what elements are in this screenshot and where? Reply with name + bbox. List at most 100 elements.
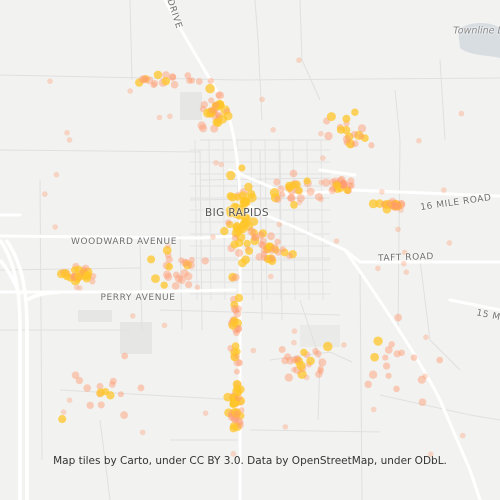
heat-dot bbox=[340, 180, 348, 188]
heat-dot bbox=[73, 284, 80, 291]
heat-dot bbox=[130, 313, 136, 319]
heat-dot bbox=[345, 139, 355, 149]
heat-dot bbox=[229, 276, 235, 282]
heat-dot bbox=[386, 199, 395, 208]
heat-dot bbox=[96, 388, 105, 397]
heat-dot bbox=[66, 137, 73, 143]
heat-dot bbox=[217, 114, 227, 124]
downtown-grid bbox=[190, 139, 330, 301]
heat-dot bbox=[398, 349, 405, 357]
road-label-perry-avenue: PERRY AVENUE bbox=[100, 293, 176, 303]
heat-dot bbox=[297, 369, 307, 379]
heat-dot bbox=[250, 347, 257, 354]
heat-dot bbox=[395, 226, 401, 233]
heat-dot bbox=[346, 182, 354, 189]
heat-dot bbox=[184, 280, 193, 289]
heat-dot bbox=[226, 192, 235, 200]
heat-dot bbox=[267, 256, 277, 266]
heat-dot bbox=[259, 241, 267, 249]
heat-dot bbox=[418, 398, 427, 407]
heat-dot bbox=[194, 284, 201, 291]
land-parcel bbox=[78, 310, 112, 322]
heat-dot bbox=[396, 200, 406, 210]
heat-dot bbox=[382, 354, 389, 361]
heat-dot bbox=[230, 304, 239, 313]
heat-dot bbox=[282, 424, 289, 430]
heat-dot bbox=[320, 155, 326, 161]
heat-dot bbox=[446, 240, 453, 246]
heat-dot bbox=[458, 110, 465, 117]
heat-dot bbox=[391, 203, 400, 211]
heat-dot bbox=[441, 187, 447, 193]
heat-dot bbox=[234, 248, 244, 257]
heat-dot bbox=[165, 242, 171, 249]
heat-dot bbox=[423, 334, 429, 341]
heat-dot bbox=[287, 194, 295, 202]
heat-dot bbox=[200, 101, 208, 109]
heat-dot bbox=[121, 352, 129, 360]
heat-dot bbox=[279, 191, 286, 198]
heat-dot bbox=[267, 232, 275, 241]
heat-dot bbox=[393, 385, 400, 393]
heat-dot bbox=[351, 140, 359, 148]
heat-dot bbox=[164, 273, 173, 281]
heat-dot bbox=[368, 142, 375, 149]
heat-dot bbox=[234, 293, 244, 303]
heat-dot bbox=[285, 181, 293, 190]
heat-dot bbox=[290, 201, 298, 209]
heat-dot bbox=[293, 180, 301, 189]
heat-dot bbox=[82, 271, 91, 280]
heat-dot bbox=[165, 255, 173, 263]
heat-dot bbox=[383, 199, 393, 210]
heat-dot bbox=[52, 224, 58, 230]
heat-dot bbox=[312, 347, 319, 355]
heat-dot bbox=[53, 171, 60, 178]
heat-dot bbox=[71, 371, 80, 379]
heat-dot bbox=[279, 246, 286, 253]
heat-dot bbox=[284, 373, 293, 382]
heat-dot bbox=[350, 130, 358, 138]
heat-dot bbox=[177, 275, 186, 285]
road-label-taft-road: TAFT ROAD bbox=[377, 252, 435, 264]
heat-dot bbox=[171, 281, 180, 290]
heat-dot bbox=[296, 194, 305, 203]
heat-dot bbox=[86, 401, 94, 410]
heat-dot bbox=[261, 247, 269, 255]
heat-dot bbox=[280, 248, 289, 257]
heat-dot bbox=[333, 238, 340, 244]
heat-dot bbox=[314, 192, 323, 201]
heat-dot bbox=[230, 399, 238, 408]
heat-dot bbox=[207, 77, 214, 84]
heat-dot bbox=[321, 178, 331, 187]
heat-dot bbox=[459, 432, 466, 439]
road-label-woodward-avenue: WOODWARD AVENUE bbox=[70, 237, 178, 247]
heat-dot bbox=[239, 220, 249, 230]
heat-dot bbox=[306, 356, 315, 366]
heat-dot bbox=[168, 73, 177, 81]
heat-dot bbox=[291, 328, 298, 335]
heat-dot bbox=[230, 451, 237, 457]
heat-dot bbox=[96, 382, 104, 390]
heat-dot bbox=[294, 356, 303, 366]
heat-dot bbox=[195, 78, 203, 85]
heat-dot bbox=[249, 217, 259, 226]
heat-dot bbox=[218, 161, 224, 168]
heat-dot bbox=[172, 271, 180, 279]
heat-dot bbox=[244, 182, 253, 192]
land-parcel bbox=[120, 322, 152, 354]
heat-dot bbox=[83, 384, 92, 392]
heat-dot bbox=[364, 380, 372, 389]
heat-dot bbox=[138, 75, 147, 84]
heat-dot bbox=[340, 182, 348, 190]
heat-dot bbox=[188, 77, 196, 84]
heat-dot bbox=[233, 309, 242, 318]
heat-dot bbox=[82, 264, 90, 272]
heat-dot bbox=[156, 114, 163, 121]
heat-dot bbox=[284, 353, 292, 361]
heat-dot bbox=[348, 182, 355, 189]
heat-dot bbox=[318, 196, 324, 203]
city-label-big-rapids: BIG RAPIDS bbox=[204, 207, 270, 219]
heat-dot bbox=[206, 107, 216, 117]
